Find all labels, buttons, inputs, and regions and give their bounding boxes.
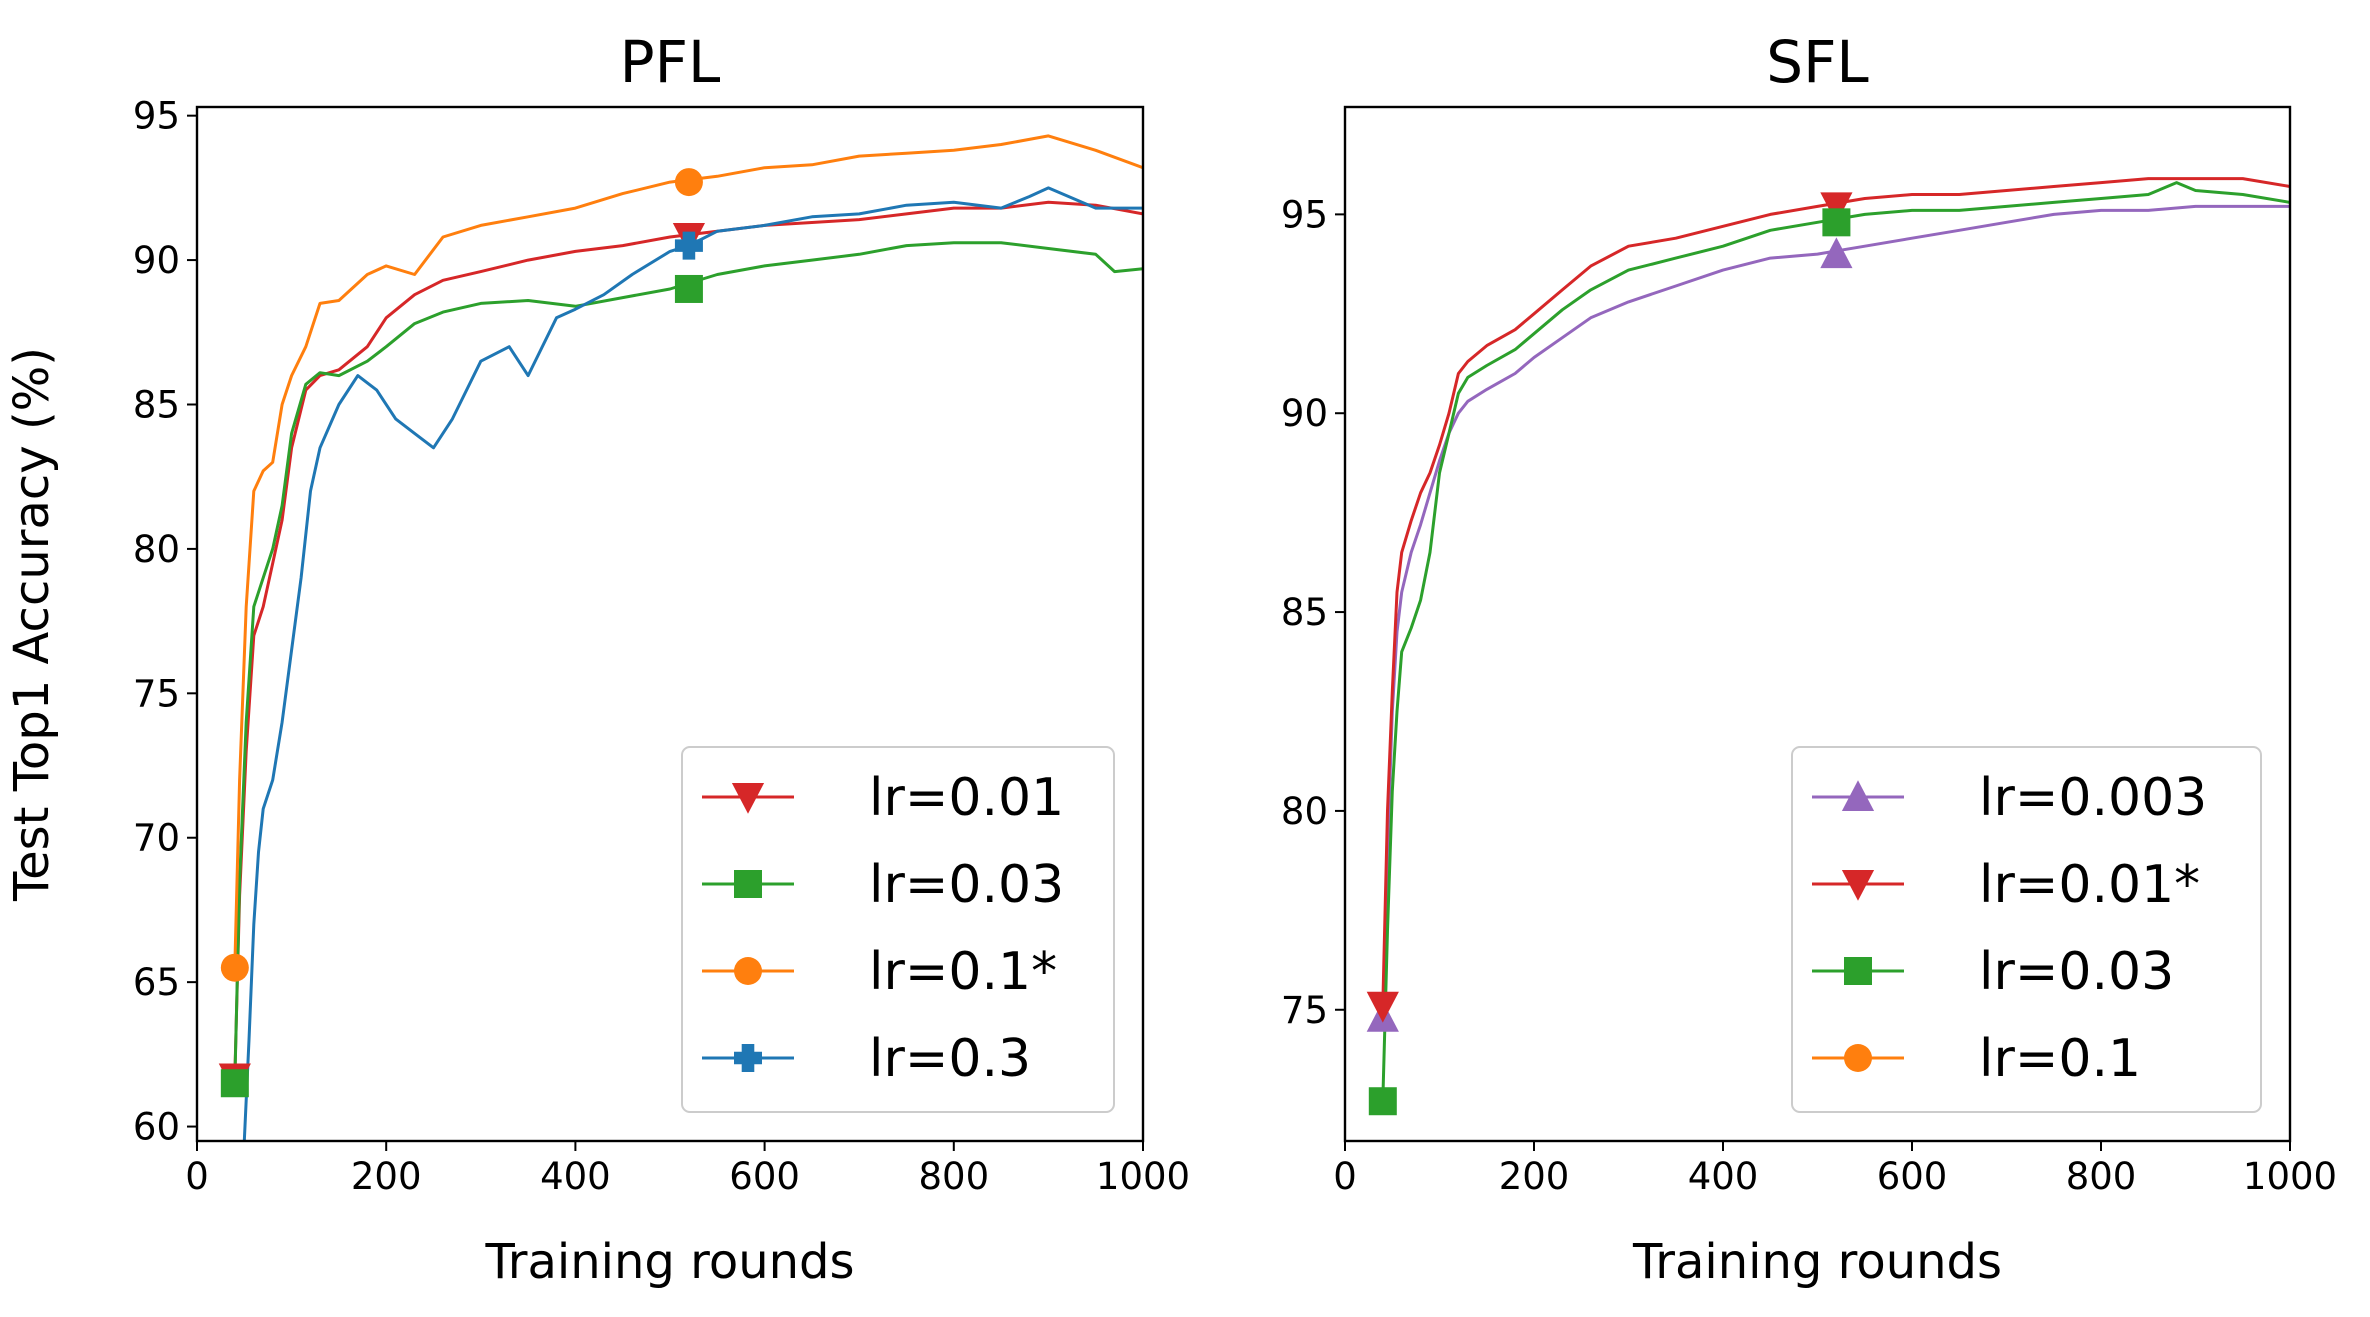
y-tick-label: 90 (1281, 392, 1328, 435)
x-tick-label: 200 (1499, 1155, 1570, 1198)
axes-frame (195, 105, 1145, 1143)
subplot-pfl: PFL 0 200 400 600 800 1000 60 65 70 75 80 85 90 95 Trai… (4, 28, 1190, 1290)
legend-label-2: lr=0.03 (1979, 942, 2174, 1002)
series-line-3 (242, 186, 1143, 1141)
y-tick-label: 65 (133, 961, 180, 1004)
legend-label-1: lr=0.03 (869, 855, 1064, 915)
y-tick-label: 95 (133, 95, 180, 138)
legend-marker-0 (1841, 780, 1875, 811)
legend-label-0: lr=0.01 (869, 768, 1064, 828)
x-tick-label: 800 (918, 1155, 989, 1198)
x-tick-label: 800 (2066, 1155, 2137, 1198)
y-tick-label: 85 (133, 383, 180, 426)
x-tick-label: 600 (729, 1155, 800, 1198)
subplot-sfl: SFL 0 200 400 600 800 1000 75 80 85 90 95 Training r… (1281, 28, 2337, 1290)
x-tick-label: 0 (185, 1155, 209, 1198)
x-tick-label: 1000 (2243, 1155, 2337, 1198)
y-tick-label: 80 (1281, 790, 1328, 833)
series-marker-2-0 (1368, 1087, 1397, 1116)
legend-label-2: lr=0.1* (869, 942, 1057, 1002)
series-line-1 (1381, 177, 2290, 1006)
legend-label-0: lr=0.003 (1979, 768, 2207, 828)
x-tick-label: 0 (1333, 1155, 1357, 1198)
legend-box (681, 746, 1115, 1113)
chart-title: PFL (620, 28, 721, 96)
y-tick-label: 70 (133, 817, 180, 860)
axes-frame (1343, 105, 2292, 1143)
chart-title: SFL (1766, 28, 1869, 96)
series-marker-2-1 (674, 168, 703, 197)
x-axis-label: Training rounds (1632, 1234, 2002, 1290)
legend-marker-2 (1844, 957, 1872, 985)
legend-marker-2 (734, 957, 762, 985)
y-tick-label: 80 (133, 528, 180, 571)
y-tick-label: 60 (133, 1106, 180, 1149)
legend-box (1791, 746, 2262, 1113)
x-tick-label: 1000 (1096, 1155, 1190, 1198)
series-marker-1-1 (1820, 192, 1853, 224)
y-tick-label: 90 (133, 239, 180, 282)
legend: lr=0.003 lr=0.01* lr=0.03 lr=0.1 (1791, 746, 2262, 1113)
series-lines (233, 134, 1143, 1141)
legend-marker-3 (734, 1044, 762, 1072)
series-line-0 (233, 200, 1143, 1078)
y-tick-label: 95 (1281, 193, 1328, 236)
series-marker-1-1 (674, 274, 703, 303)
legend-label-3: lr=0.1 (1979, 1029, 2141, 1089)
y-tick-label: 75 (133, 672, 180, 715)
series-marker-1-0 (220, 1069, 249, 1098)
series-marker-0-1 (1820, 237, 1853, 269)
x-tick-label: 400 (540, 1155, 611, 1198)
legend-marker-1 (1841, 870, 1875, 901)
x-tick-label: 200 (351, 1155, 422, 1198)
series-line-1 (233, 241, 1143, 1084)
series-lines (1381, 177, 2290, 1102)
x-tick-label: 600 (1877, 1155, 1948, 1198)
y-tick-label: 85 (1281, 591, 1328, 634)
x-tick-label: 400 (1688, 1155, 1759, 1198)
legend: lr=0.01 lr=0.03 lr=0.1* lr=0.3 (681, 746, 1115, 1113)
series-marker-2-1 (1822, 208, 1851, 237)
series-marker-3-0 (674, 231, 703, 260)
y-tick-label: 75 (1281, 989, 1328, 1032)
series-line-2 (1381, 181, 2290, 1102)
series-line-0 (1381, 204, 2290, 1018)
legend-label-1: lr=0.01* (1979, 855, 2200, 915)
y-axis-label: Test Top1 Accuracy (%) (4, 347, 60, 902)
series-line-2 (233, 134, 1143, 968)
legend-label-3: lr=0.3 (869, 1029, 1031, 1089)
legend-marker-3 (1844, 1044, 1872, 1072)
series-marker-2-0 (220, 953, 249, 982)
legend-marker-0 (731, 783, 765, 814)
legend-marker-1 (734, 870, 762, 898)
x-axis-label: Training rounds (484, 1234, 854, 1290)
series-marker-1-0 (1366, 991, 1399, 1023)
